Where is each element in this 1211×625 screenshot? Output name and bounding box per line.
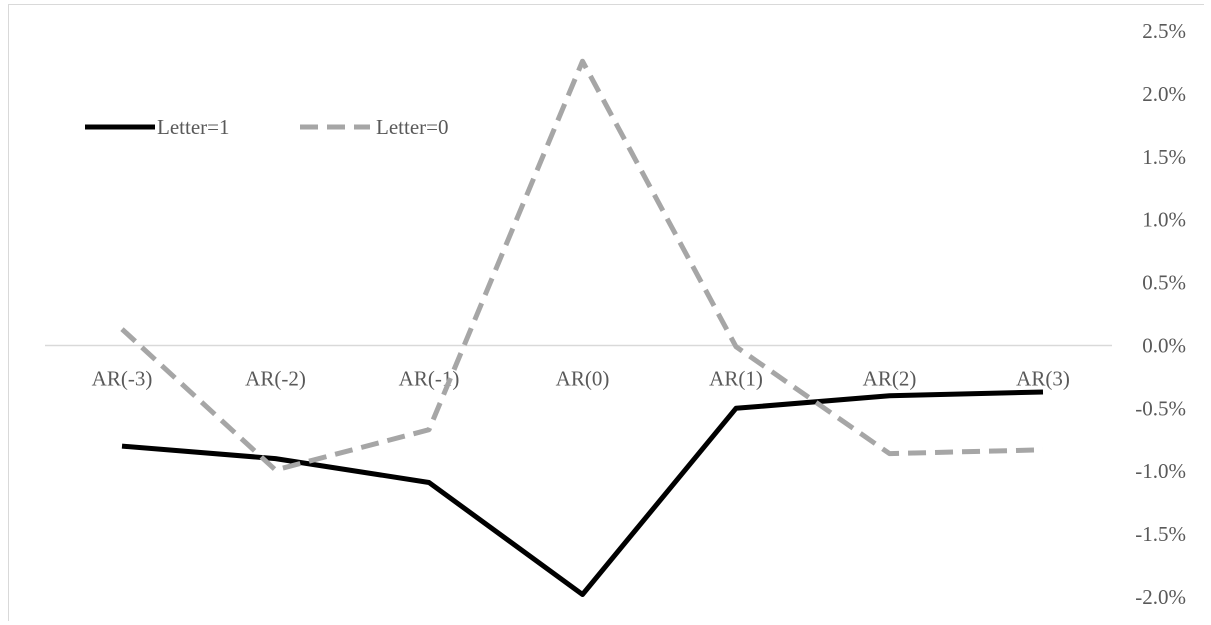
axis-layer: 2.5% 2.0% 1.5% 1.0% 0.5% 0.0% -0.5% -1.0% -1.5% -… [45,19,1186,609]
y-tick-label: -1.0% [1135,459,1186,483]
x-category-label: AR(1) [709,366,763,390]
series-layer [120,58,1044,597]
legend-label: Letter=0 [376,115,448,139]
x-category-label: AR(2) [863,366,917,390]
y-tick-label: 2.5% [1142,19,1186,43]
y-tick-label: 0.5% [1142,271,1186,295]
x-category-label: AR(-3) [92,366,153,390]
y-tick-label: 0.0% [1142,333,1186,357]
y-tick-label: -0.5% [1135,396,1186,420]
y-tick-label: -2.0% [1135,585,1186,609]
legend-label: Letter=1 [157,115,229,139]
series-line-letter-1 [121,389,1044,597]
y-tick-label: -1.5% [1135,522,1186,546]
x-category-label: AR(3) [1016,366,1070,390]
series-line-letter-0 [120,58,1044,473]
y-tick-label: 2.0% [1142,82,1186,106]
y-tick-label: 1.0% [1142,208,1186,232]
chart-frame [8,4,1204,621]
x-category-label: AR(0) [556,366,610,390]
y-tick-label: 1.5% [1142,145,1186,169]
x-category-label: AR(-2) [245,366,306,390]
legend: Letter=1 Letter=0 [85,115,448,139]
